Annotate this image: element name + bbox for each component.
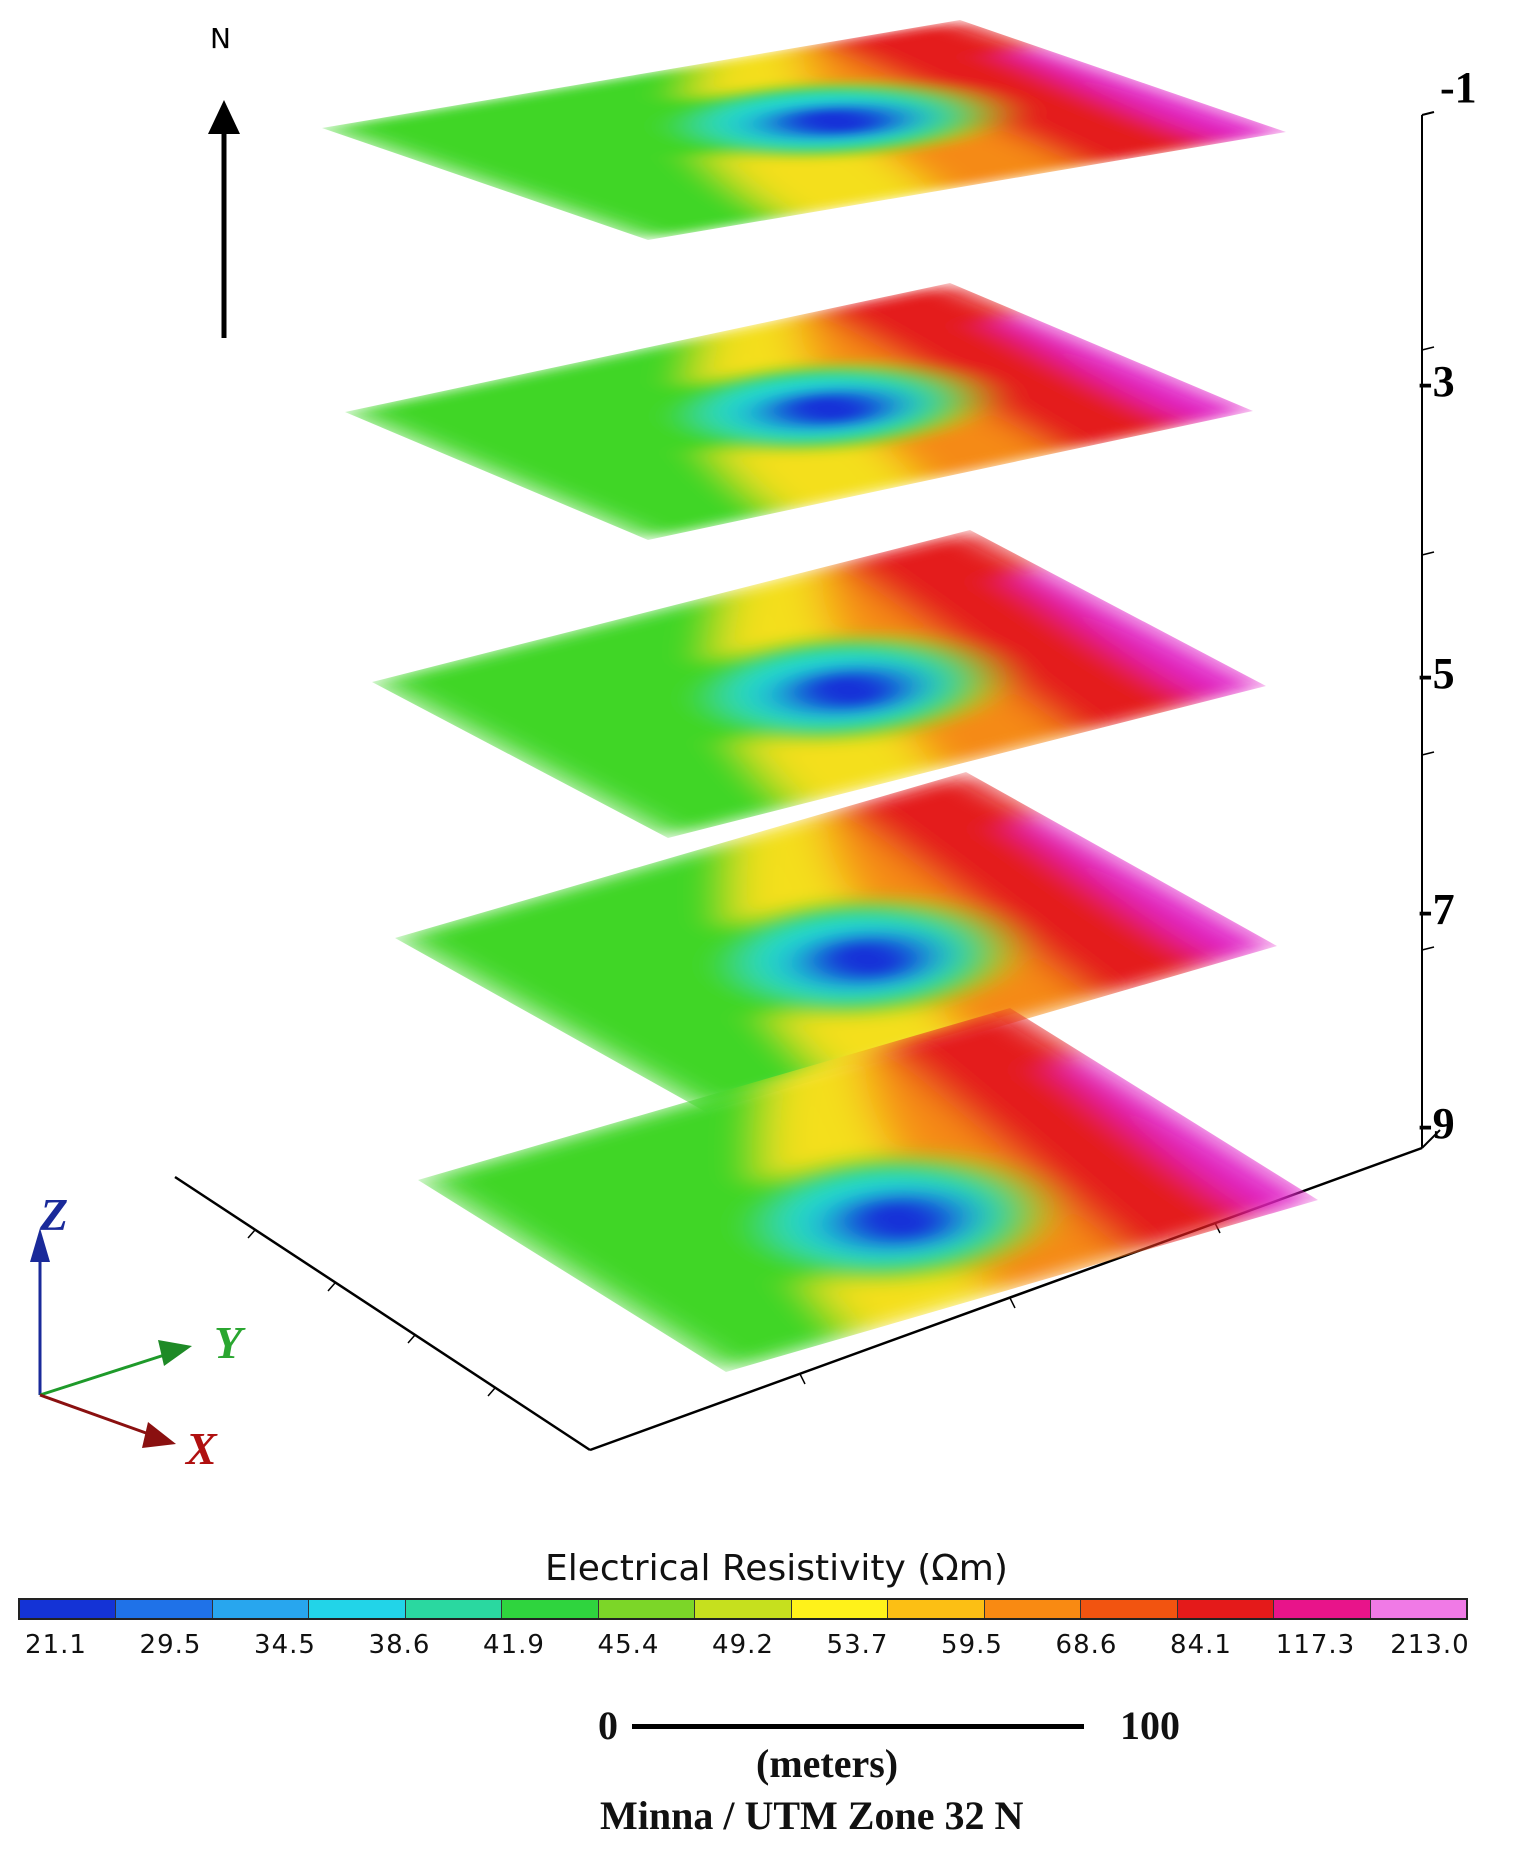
color-scale-tick: 21.1: [25, 1630, 87, 1660]
depth-label-5: -5: [1418, 649, 1455, 698]
color-scale-segment: [1081, 1600, 1178, 1618]
color-scale-tick: 45.4: [597, 1630, 660, 1660]
color-scale-tick: 213.0: [1390, 1630, 1470, 1660]
color-scale-segment: [212, 1600, 310, 1618]
color-scale-tick: 34.5: [254, 1630, 316, 1660]
color-scale-tick: 117.3: [1275, 1630, 1356, 1660]
color-scale-segment: [791, 1600, 889, 1618]
color-scale-tick: 53.7: [826, 1630, 889, 1660]
scale-end-label: 100: [1120, 1703, 1180, 1748]
depth-label-3: -3: [1418, 357, 1455, 406]
depth-slice: [395, 772, 1277, 1112]
color-scale-tick: 49.2: [712, 1630, 774, 1660]
color-scale-segment: [984, 1600, 1082, 1618]
color-scale-segment: [1177, 1600, 1275, 1618]
axis-y-label: Y: [214, 1317, 243, 1368]
depth-label-9: -9: [1418, 1099, 1455, 1148]
legend-title: Electrical Resistivity (Ωm): [545, 1548, 1008, 1589]
color-scale-segment: [1370, 1600, 1467, 1618]
depth-label-7: -7: [1418, 885, 1455, 934]
color-scale-tick: 41.9: [483, 1630, 545, 1660]
color-scale-segment: [888, 1600, 985, 1618]
depth-slice: [372, 530, 1266, 838]
color-scale-tick: 59.5: [941, 1630, 1003, 1660]
color-scale-segment: [695, 1600, 792, 1618]
color-scale-tick: 84.1: [1170, 1630, 1232, 1660]
color-scale-segment: [405, 1600, 503, 1618]
scale-unit-label: (meters): [756, 1741, 899, 1786]
axis-x-label: X: [186, 1423, 217, 1474]
color-scale-ticks: 21.1 29.5 34.5 38.6 41.9 45.4 49.2 53.7 59.5 68.6…: [18, 1630, 1470, 1666]
color-scale-segment: [309, 1600, 406, 1618]
depth-label-1: -1: [1440, 63, 1477, 112]
color-scale-segment: [502, 1600, 599, 1618]
color-scale-tick: 38.6: [368, 1630, 431, 1660]
color-scale-segment: [20, 1600, 117, 1618]
color-scale-segment: [598, 1600, 696, 1618]
axis-triad-icon: [30, 1228, 192, 1448]
projection-label: Minna / UTM Zone 32 N: [600, 1793, 1024, 1838]
depth-slice: [345, 283, 1253, 540]
north-arrow-icon: [208, 100, 240, 338]
color-scale-segment: [116, 1600, 213, 1618]
color-scale-bar: [18, 1598, 1468, 1620]
resistivity-slices: [322, 20, 1318, 1372]
color-scale-segment: [1274, 1600, 1371, 1618]
north-label: N: [210, 22, 231, 55]
color-scale-tick: 68.6: [1055, 1630, 1118, 1660]
scale-bar: [632, 1724, 1084, 1729]
depth-axis: [1421, 111, 1441, 1149]
scale-start-label: 0: [598, 1703, 618, 1748]
color-scale-tick: 29.5: [139, 1630, 202, 1660]
axis-z-label: Z: [40, 1189, 69, 1240]
depth-slice: [418, 1008, 1318, 1372]
depth-slice: [322, 20, 1286, 240]
